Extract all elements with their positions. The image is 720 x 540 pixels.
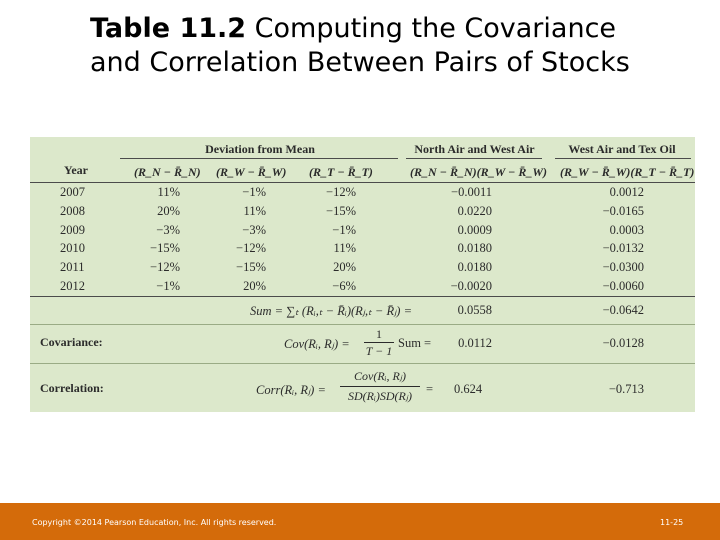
correlation-formula-left: Corr(Rᵢ, Rⱼ) =: [256, 383, 326, 397]
cell-rn: −12%: [150, 260, 180, 274]
divider: [555, 158, 691, 159]
cell-rt: −12%: [326, 185, 356, 199]
covariance-nw: 0.0112: [458, 336, 492, 350]
cell-wt: −0.0060: [602, 279, 644, 293]
divider: [406, 158, 542, 159]
cell-year: 2012: [60, 279, 85, 293]
col-header-year: Year: [64, 163, 88, 177]
col-header-rw: (R_W − R̄_W): [216, 165, 287, 179]
covariance-formula-left: Cov(Rᵢ, Rⱼ) =: [284, 337, 350, 351]
cell-rt: −15%: [326, 204, 356, 218]
correlation-formula-right: =: [426, 382, 434, 396]
covariance-denominator: T − 1: [365, 344, 393, 358]
col-header-wt: (R_W − R̄_W)(R_T − R̄_T): [560, 165, 695, 179]
cell-rt: 11%: [333, 241, 356, 255]
cell-wt: 0.0003: [609, 223, 644, 237]
cell-rn: −1%: [156, 279, 180, 293]
cell-wt: −0.0300: [602, 260, 644, 274]
sum-wt: −0.0642: [602, 303, 644, 317]
covariance-label: Covariance:: [40, 335, 103, 349]
slide-title: Table 11.2 Computing the Covariance and …: [90, 12, 710, 80]
cell-wt: 0.0012: [609, 185, 644, 199]
cell-nw: −0.0020: [450, 279, 492, 293]
correlation-wt: −0.713: [608, 382, 644, 396]
col-header-nw: (R_N − R̄_N)(R_W − R̄_W): [410, 165, 547, 179]
cell-rn: −15%: [150, 241, 180, 255]
covariance-wt: −0.0128: [602, 336, 644, 350]
cell-rw: −3%: [242, 223, 266, 237]
cell-rw: −1%: [242, 185, 266, 199]
copyright-text: Copyright ©2014 Pearson Education, Inc. …: [32, 518, 277, 527]
sum-nw: 0.0558: [457, 303, 492, 317]
group-header-deviation: Deviation from Mean: [205, 142, 315, 156]
covariance-formula-right: Sum =: [398, 336, 432, 350]
cell-year: 2011: [60, 260, 85, 274]
cell-wt: −0.0165: [602, 204, 644, 218]
cell-rt: 20%: [333, 260, 356, 274]
cell-wt: −0.0132: [602, 241, 644, 255]
title-table-number: Table 11.2: [90, 13, 247, 44]
correlation-numerator: Cov(Rᵢ, Rⱼ): [354, 369, 406, 383]
fraction-bar: [340, 386, 420, 387]
sum-rule: [30, 324, 695, 325]
col-header-rt: (R_T − R̄_T): [309, 165, 373, 179]
cell-nw: 0.0180: [457, 241, 492, 255]
cell-rw: 11%: [243, 204, 266, 218]
cell-rn: 11%: [157, 185, 180, 199]
col-header-rn: (R_N − R̄_N): [134, 165, 201, 179]
fraction-bar: [364, 342, 394, 343]
cell-nw: −0.0011: [451, 185, 492, 199]
correlation-denominator: SD(Rᵢ)SD(Rⱼ): [348, 389, 412, 403]
cell-rt: −1%: [332, 223, 356, 237]
cell-rn: 20%: [157, 204, 180, 218]
cell-rw: −12%: [236, 241, 266, 255]
rows-rule: [30, 296, 695, 297]
sum-formula: Sum = ∑ₜ (Rᵢ,ₜ − R̄ᵢ)(Rⱼ,ₜ − R̄ⱼ) =: [250, 304, 413, 318]
cell-year: 2007: [60, 185, 85, 199]
correlation-label: Correlation:: [40, 381, 104, 395]
header-rule: [30, 182, 695, 183]
cell-year: 2010: [60, 241, 85, 255]
cell-rt: −6%: [332, 279, 356, 293]
cell-nw: 0.0009: [457, 223, 492, 237]
cell-rw: 20%: [243, 279, 266, 293]
covariance-rule: [30, 363, 695, 364]
covariance-table: Deviation from Mean North Air and West A…: [30, 137, 695, 412]
cell-rn: −3%: [156, 223, 180, 237]
footer-bar: Copyright ©2014 Pearson Education, Inc. …: [0, 503, 720, 540]
cell-year: 2009: [60, 223, 85, 237]
cell-rw: −15%: [236, 260, 266, 274]
cell-year: 2008: [60, 204, 85, 218]
correlation-nw: 0.624: [454, 382, 483, 396]
cell-nw: 0.0180: [457, 260, 492, 274]
title-line1-rest: Computing the Covariance: [254, 13, 617, 44]
title-line2: and Correlation Between Pairs of Stocks: [90, 47, 630, 78]
divider: [120, 158, 398, 159]
group-header-west-tex: West Air and Tex Oil: [568, 142, 676, 156]
page-number: 11-25: [660, 518, 684, 527]
group-header-north-west: North Air and West Air: [414, 142, 535, 156]
cell-nw: 0.0220: [457, 204, 492, 218]
covariance-numerator: 1: [376, 327, 382, 341]
